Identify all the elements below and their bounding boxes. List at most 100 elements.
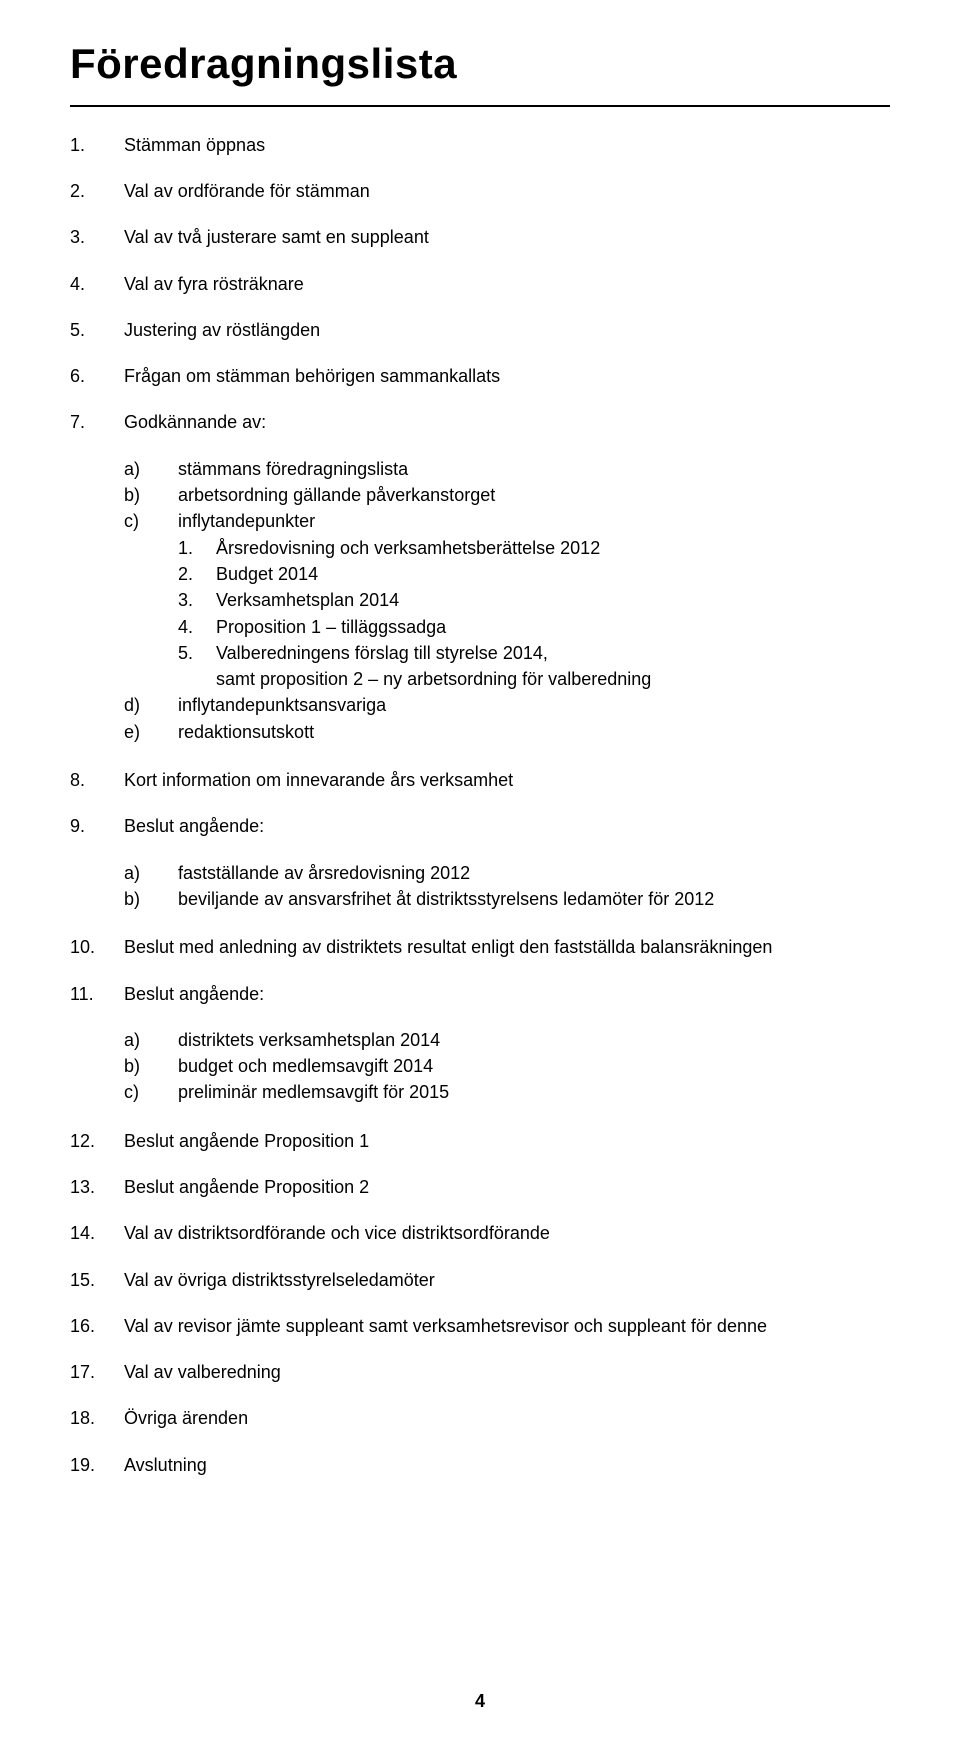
agenda-sub-item: a)fastställande av årsredovisning 2012 — [124, 861, 890, 885]
agenda-inner-number: 5. — [178, 641, 216, 665]
agenda-item-body: Övriga ärenden — [124, 1406, 890, 1430]
agenda-item-text: Stämman öppnas — [124, 133, 890, 157]
agenda-item-text: Kort information om innevarande års verk… — [124, 768, 890, 792]
agenda-item: 10.Beslut med anledning av distriktets r… — [70, 935, 890, 959]
agenda-sub-letter: c) — [124, 1080, 178, 1104]
agenda-sub-letter: e) — [124, 720, 178, 744]
agenda-item-text: Val av två justerare samt en suppleant — [124, 225, 890, 249]
agenda-sub-item: d)inflytandepunktsansvariga — [124, 693, 890, 717]
agenda-inner-spacer — [124, 641, 178, 665]
agenda-item: 19.Avslutning — [70, 1453, 890, 1477]
agenda-item: 11.Beslut angående:a)distriktets verksam… — [70, 982, 890, 1107]
agenda-inner-number — [178, 667, 216, 691]
agenda-item-text: Val av valberedning — [124, 1360, 890, 1384]
agenda-item-number: 11. — [70, 982, 124, 1107]
agenda-sub-list: a)stämmans föredragningslistab)arbetsord… — [124, 457, 890, 744]
agenda-item-text: Beslut angående: — [124, 814, 890, 838]
agenda-item-body: Justering av röstlängden — [124, 318, 890, 342]
agenda-item-text: Val av ordförande för stämman — [124, 179, 890, 203]
agenda-item-number: 3. — [70, 225, 124, 249]
agenda-item-text: Beslut angående: — [124, 982, 890, 1006]
agenda-item: 9.Beslut angående: a)fastställande av års… — [70, 814, 890, 913]
agenda-sub-item: c)preliminär medlemsavgift för 2015 — [124, 1080, 890, 1104]
agenda-sub-text: inflytandepunktsansvariga — [178, 693, 890, 717]
agenda-item-text: Val av revisor jämte suppleant samt verk… — [124, 1314, 890, 1338]
agenda-item-number: 4. — [70, 272, 124, 296]
agenda-item: 8.Kort information om innevarande års ve… — [70, 768, 890, 792]
agenda-item-body: Beslut angående Proposition 2 — [124, 1175, 890, 1199]
agenda-sub-text: arbetsordning gällande påverkanstorget — [178, 483, 890, 507]
agenda-sub-letter: a) — [124, 861, 178, 885]
agenda-item-number: 9. — [70, 814, 124, 913]
agenda-inner-text: Årsredovisning och verksamhetsberättelse… — [216, 536, 890, 560]
agenda-inner-item: 5.Valberedningens förslag till styrelse … — [124, 641, 890, 665]
agenda-item-body: Val av valberedning — [124, 1360, 890, 1384]
agenda-sub-item: b)budget och medlemsavgift 2014 — [124, 1054, 890, 1078]
agenda-item-body: Val av ordförande för stämman — [124, 179, 890, 203]
agenda-inner-item: 3.Verksamhetsplan 2014 — [124, 588, 890, 612]
agenda-inner-text: samt proposition 2 – ny arbetsordning fö… — [216, 667, 890, 691]
page-number: 4 — [0, 1689, 960, 1713]
agenda-item: 16.Val av revisor jämte suppleant samt v… — [70, 1314, 890, 1338]
agenda-item-body: Kort information om innevarande års verk… — [124, 768, 890, 792]
agenda-inner-list: 1.Årsredovisning och verksamhetsberättel… — [124, 536, 890, 692]
agenda-sub-text: beviljande av ansvarsfrihet åt distrikts… — [178, 887, 890, 911]
agenda-sub-letter: b) — [124, 887, 178, 911]
agenda-item: 1.Stämman öppnas — [70, 133, 890, 157]
agenda-inner-text: Verksamhetsplan 2014 — [216, 588, 890, 612]
agenda-item-body: Stämman öppnas — [124, 133, 890, 157]
agenda-item: 4.Val av fyra rösträknare — [70, 272, 890, 296]
agenda-item: 15.Val av övriga distriktsstyrelseledamö… — [70, 1268, 890, 1292]
agenda-item-number: 10. — [70, 935, 124, 959]
agenda-sub-list: a)fastställande av årsredovisning 2012b)… — [124, 861, 890, 912]
agenda-sub-letter: c) — [124, 509, 178, 533]
agenda-inner-item: 2.Budget 2014 — [124, 562, 890, 586]
agenda-item-number: 7. — [70, 410, 124, 746]
agenda-sub-item: b)arbetsordning gällande påverkanstorget — [124, 483, 890, 507]
agenda-sub-text: redaktionsutskott — [178, 720, 890, 744]
agenda-inner-number: 2. — [178, 562, 216, 586]
agenda-sub-text: distriktets verksamhetsplan 2014 — [178, 1028, 890, 1052]
agenda-sub-text: inflytandepunkter — [178, 509, 890, 533]
agenda-item-text: Övriga ärenden — [124, 1406, 890, 1430]
agenda-item-number: 6. — [70, 364, 124, 388]
agenda-inner-number: 1. — [178, 536, 216, 560]
agenda-sub-item: a)stämmans föredragningslista — [124, 457, 890, 481]
agenda-sub-text: preliminär medlemsavgift för 2015 — [178, 1080, 890, 1104]
agenda-item-body: Frågan om stämman behörigen sammankallat… — [124, 364, 890, 388]
agenda-item-number: 16. — [70, 1314, 124, 1338]
agenda-sub-letter: b) — [124, 1054, 178, 1078]
agenda-item-number: 8. — [70, 768, 124, 792]
agenda-inner-item: samt proposition 2 – ny arbetsordning fö… — [124, 667, 890, 691]
agenda-item-body: Beslut angående Proposition 1 — [124, 1129, 890, 1153]
agenda-item-body: Beslut angående:a)distriktets verksamhet… — [124, 982, 890, 1107]
agenda-sub-item: c)inflytandepunkter — [124, 509, 890, 533]
agenda-sub-text: budget och medlemsavgift 2014 — [178, 1054, 890, 1078]
agenda-item-number: 15. — [70, 1268, 124, 1292]
agenda-sub-text: stämmans föredragningslista — [178, 457, 890, 481]
agenda-inner-spacer — [124, 588, 178, 612]
agenda-item: 17.Val av valberedning — [70, 1360, 890, 1384]
agenda-item-text: Justering av röstlängden — [124, 318, 890, 342]
agenda-item-body: Avslutning — [124, 1453, 890, 1477]
agenda-inner-number: 4. — [178, 615, 216, 639]
agenda-inner-spacer — [124, 615, 178, 639]
agenda-item: 2.Val av ordförande för stämman — [70, 179, 890, 203]
agenda-inner-spacer — [124, 536, 178, 560]
title-rule — [70, 105, 890, 107]
agenda-item: 18.Övriga ärenden — [70, 1406, 890, 1430]
agenda-inner-spacer — [124, 562, 178, 586]
agenda-item-number: 17. — [70, 1360, 124, 1384]
agenda-item-body: Beslut angående: a)fastställande av årsre… — [124, 814, 890, 913]
agenda-item-number: 19. — [70, 1453, 124, 1477]
agenda-item: 7.Godkännande av:a)stämmans föredragning… — [70, 410, 890, 746]
agenda-item-body: Val av fyra rösträknare — [124, 272, 890, 296]
agenda-inner-number: 3. — [178, 588, 216, 612]
agenda-item: 3.Val av två justerare samt en suppleant — [70, 225, 890, 249]
agenda-item-number: 14. — [70, 1221, 124, 1245]
agenda-item-text: Beslut med anledning av distriktets resu… — [124, 935, 890, 959]
agenda-list: 1.Stämman öppnas2.Val av ordförande för … — [70, 133, 890, 1477]
agenda-item-number: 2. — [70, 179, 124, 203]
agenda-inner-spacer — [124, 667, 178, 691]
agenda-item-number: 18. — [70, 1406, 124, 1430]
